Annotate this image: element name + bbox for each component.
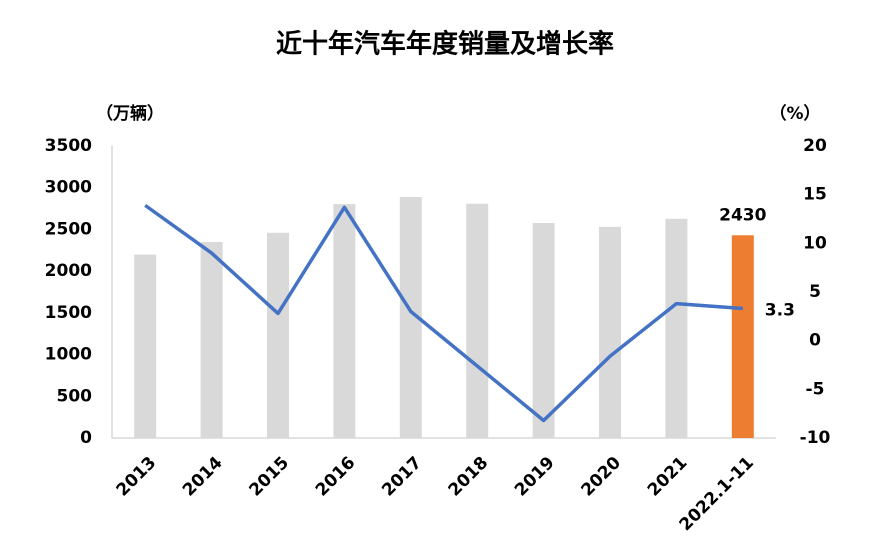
bar <box>267 232 289 438</box>
bar <box>532 223 555 438</box>
data-label: 3.3 <box>765 301 795 321</box>
y-tick-label: 500 <box>57 386 93 406</box>
y2-tick-label: -10 <box>800 428 831 448</box>
y-axis-label: （万辆） <box>96 103 164 124</box>
bar <box>731 235 754 438</box>
bar <box>200 242 223 438</box>
bar <box>134 254 157 438</box>
bar <box>466 203 489 438</box>
line <box>144 203 743 423</box>
data-label: 2430 <box>719 205 766 225</box>
y-tick-label: 2000 <box>45 261 92 281</box>
x-tick-label: 2020 <box>577 453 625 501</box>
x-tick-label: 2018 <box>445 453 493 501</box>
bar <box>333 204 356 438</box>
y2-tick-label: 5 <box>809 282 821 302</box>
y2-tick-label: 0 <box>809 331 821 351</box>
x-tick-label: 2017 <box>378 453 426 501</box>
x-tick-label: 2019 <box>511 453 559 501</box>
y-tick-label: 2500 <box>45 219 92 239</box>
y2-tick-label: 10 <box>803 233 827 253</box>
bar <box>399 197 422 438</box>
x-tick-label: 2014 <box>179 453 227 501</box>
x-tick-label: 2016 <box>312 453 360 501</box>
y2-axis-label: （%） <box>769 103 820 124</box>
y-tick-label: 0 <box>80 428 92 448</box>
y-tick-label: 1500 <box>45 303 92 323</box>
chart-title: 近十年汽车年度销量及增长率 <box>276 29 614 60</box>
bar <box>665 218 688 438</box>
x-tick-label: 2013 <box>113 453 161 501</box>
x-tick-label: 2021 <box>644 453 692 501</box>
y2-tick-label: -5 <box>806 379 825 399</box>
y-tick-label: 3000 <box>45 178 92 198</box>
bar <box>599 226 621 438</box>
x-tick-label: 2015 <box>245 453 293 501</box>
y2-tick-label: 15 <box>803 185 827 205</box>
y-tick-label: 3500 <box>45 136 92 156</box>
y-tick-label: 1000 <box>45 345 92 365</box>
y2-tick-label: 20 <box>803 136 827 156</box>
